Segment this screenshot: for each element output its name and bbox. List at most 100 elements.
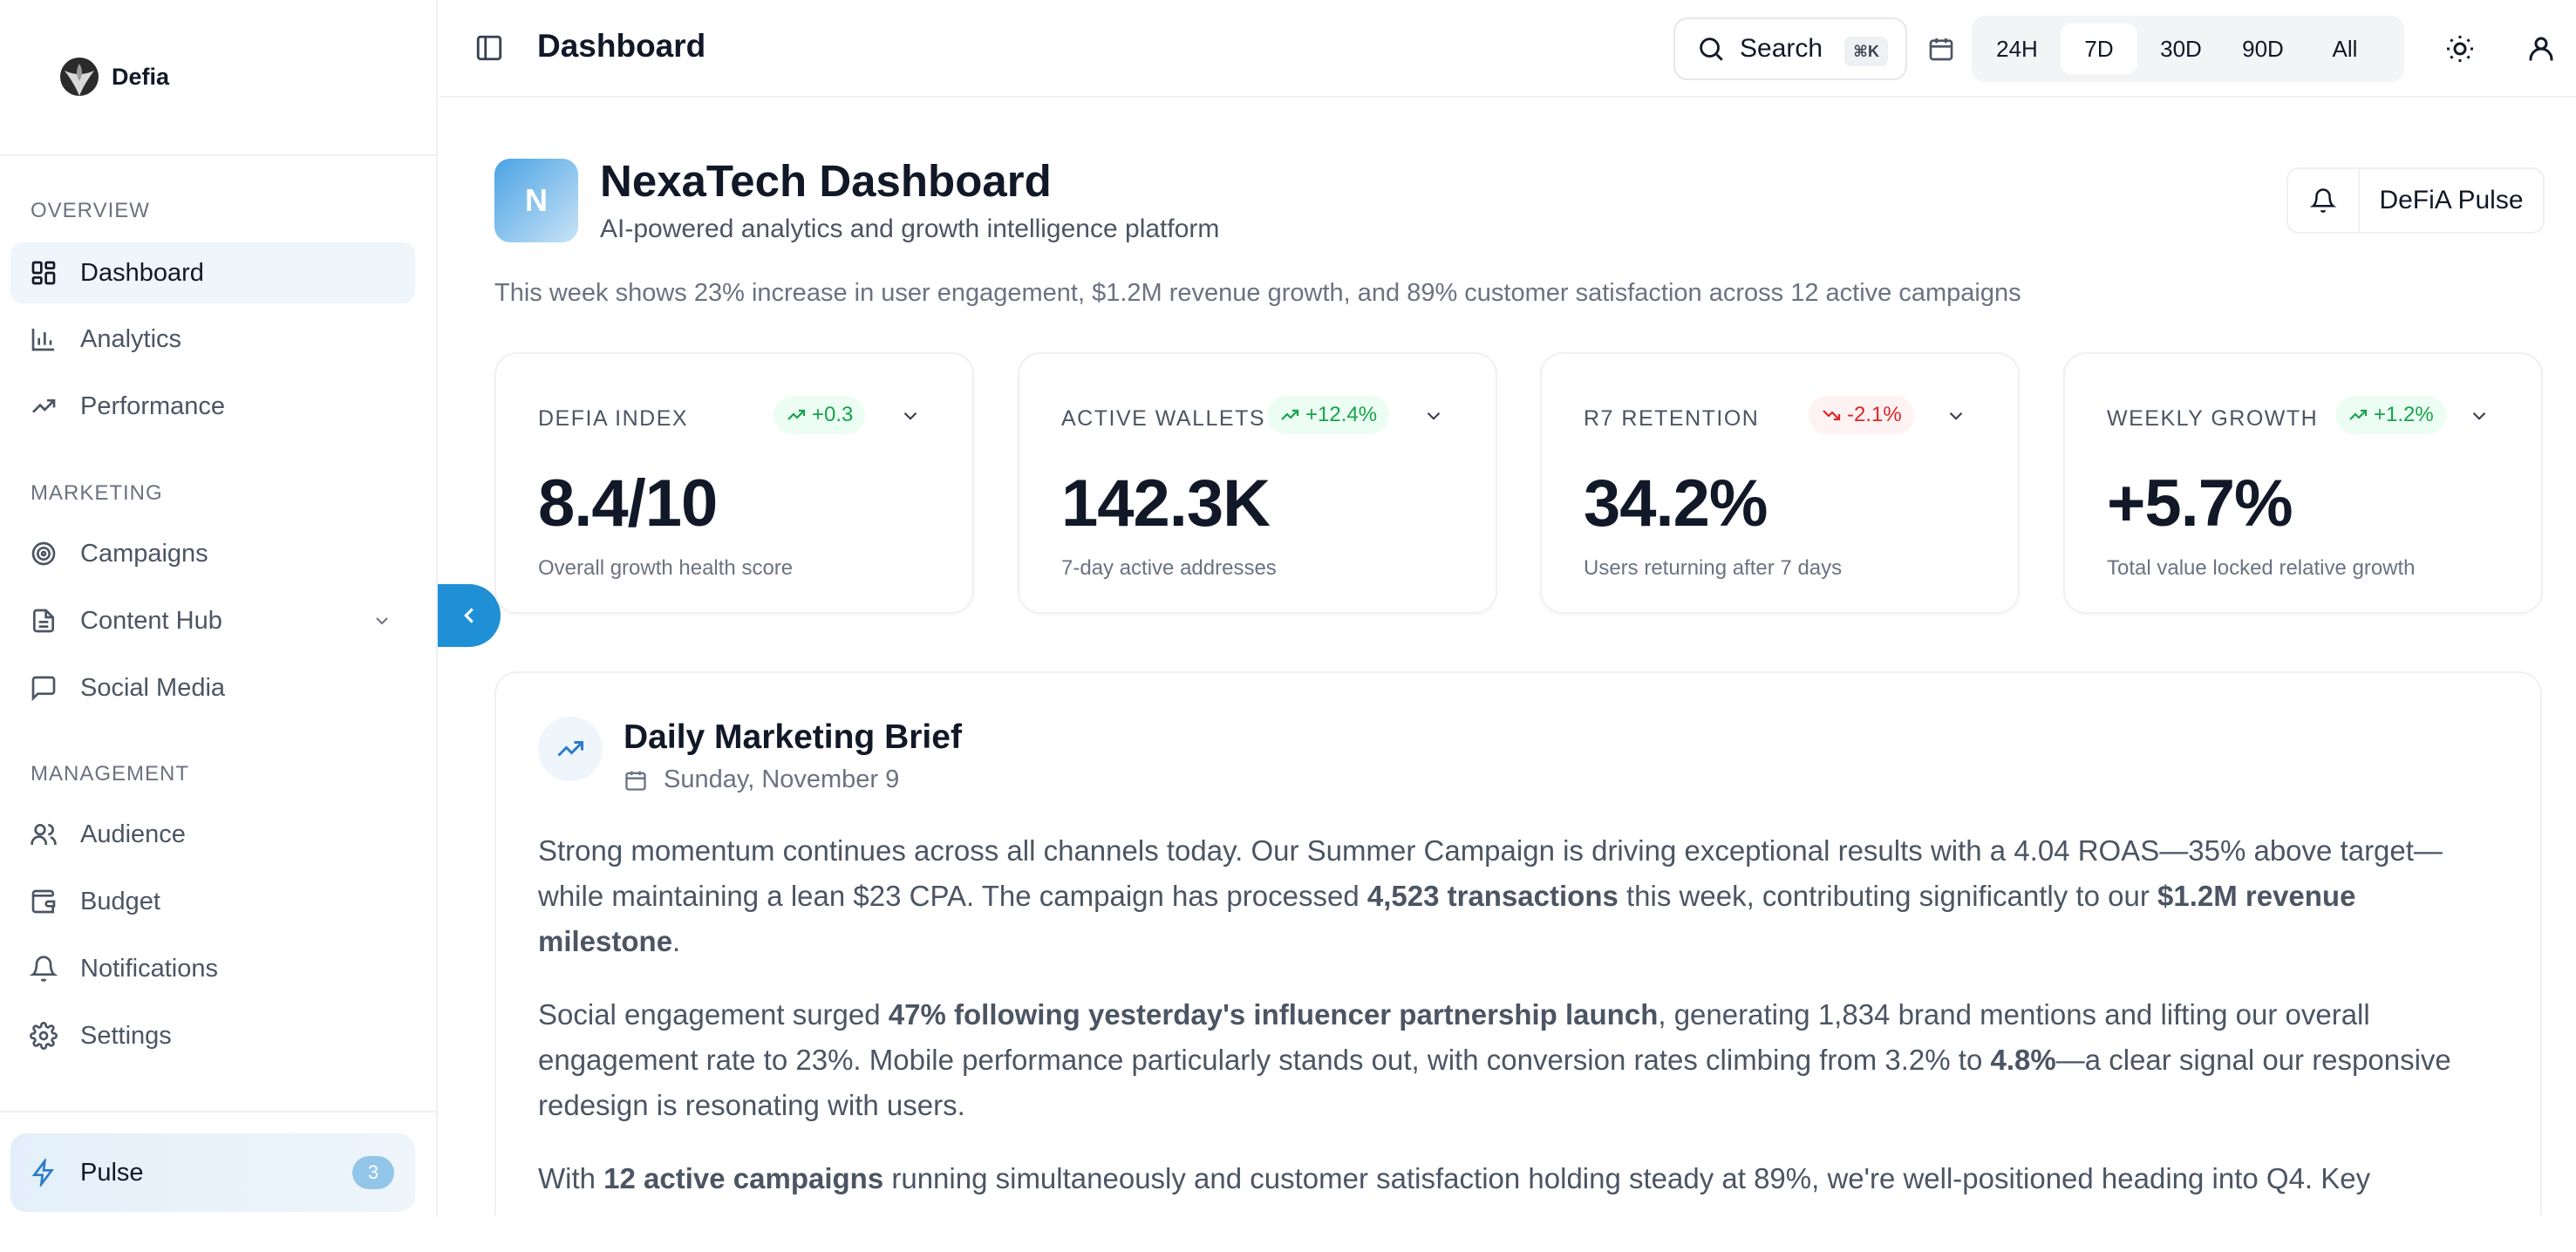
metric-card-weekly-growth[interactable]: WEEKLY GROWTH +1.2% +5.7% Total value lo…	[2063, 352, 2543, 614]
viewport-bottom-edge	[440, 1215, 2576, 1252]
range-30d-button[interactable]: 30D	[2160, 35, 2202, 62]
sidebar-item-label: Dashboard	[80, 258, 204, 287]
sidebar: Defia OVERVIEW Dashboard Analytics Perfo…	[0, 0, 438, 1217]
defia-pulse-button[interactable]: DeFiA Pulse	[2358, 167, 2545, 234]
brief-paragraph: Social engagement surged 47% following y…	[538, 992, 2500, 1128]
daily-marketing-brief: Daily Marketing Brief Sunday, November 9…	[494, 671, 2542, 1252]
sidebar-item-label: Settings	[80, 1021, 172, 1050]
metric-change-badge: +12.4%	[1267, 396, 1390, 434]
sidebar-item-label: Audience	[80, 820, 186, 848]
range-24h-button[interactable]: 24H	[1996, 35, 2038, 62]
sidebar-item-settings[interactable]: Settings	[10, 1005, 415, 1066]
sidebar-item-performance[interactable]: Performance	[10, 376, 415, 437]
metric-change-badge: +0.3	[773, 396, 866, 434]
sidebar-toggle-icon[interactable]	[474, 33, 504, 63]
sidebar-item-dashboard[interactable]: Dashboard	[10, 242, 415, 303]
brand[interactable]: Defia	[58, 54, 169, 99]
metric-value: +5.7%	[2107, 466, 2293, 541]
range-7d-button[interactable]: 7D	[2061, 24, 2137, 74]
sidebar-item-content-hub[interactable]: Content Hub	[10, 590, 415, 651]
sidebar-item-campaigns[interactable]: Campaigns	[10, 523, 415, 584]
metric-change-value: -2.1%	[1847, 403, 1902, 426]
metric-label: WEEKLY GROWTH	[2107, 406, 2319, 431]
search-button[interactable]: Search ⌘K	[1673, 17, 1907, 80]
sidebar-item-audience[interactable]: Audience	[10, 804, 415, 865]
trending-up-icon	[557, 741, 583, 757]
sidebar-item-analytics[interactable]: Analytics	[10, 309, 415, 370]
pulse-count-badge: 3	[352, 1156, 394, 1189]
brief-text: running simultaneously and customer sati…	[883, 1162, 2371, 1194]
brief-text: this week, contributing significantly to…	[1618, 880, 2157, 912]
metric-description: Users returning after 7 days	[1584, 556, 1843, 580]
calendar-icon[interactable]	[1927, 35, 1955, 63]
chevron-down-icon[interactable]	[371, 610, 392, 631]
topbar: Dashboard Search ⌘K 24H 7D 30D 90D All	[440, 0, 2576, 98]
search-icon	[1700, 37, 1723, 61]
trending-up-icon	[1281, 409, 1299, 420]
brief-highlight: 47% following yesterday's influencer par…	[888, 998, 1659, 1031]
gear-icon	[30, 1022, 58, 1050]
metric-label: DEFIA INDEX	[538, 406, 689, 431]
brief-paragraph: Strong momentum continues across all cha…	[538, 828, 2500, 964]
document-icon	[33, 609, 54, 633]
brief-text: , generating 1,834 brand mentions and li…	[538, 998, 2370, 1076]
search-shortcut: ⌘K	[1844, 37, 1888, 66]
metric-card-active-wallets[interactable]: ACTIVE WALLETS +12.4% 142.3K 7-day activ…	[1018, 352, 1497, 614]
time-range-selector: 24H 7D 30D 90D All	[1972, 16, 2404, 82]
calendar-icon	[625, 771, 646, 791]
chevron-down-icon[interactable]	[899, 405, 922, 427]
chevron-down-icon[interactable]	[1945, 405, 1967, 427]
dashboard-icon	[31, 261, 56, 285]
sidebar-item-notifications[interactable]: Notifications	[10, 938, 415, 999]
chevron-down-icon[interactable]	[2468, 405, 2491, 427]
sidebar-item-budget[interactable]: Budget	[10, 871, 415, 932]
section-label-management: MANAGEMENT	[31, 762, 190, 786]
sidebar-divider	[0, 1111, 436, 1113]
sidebar-item-label: Budget	[80, 887, 160, 915]
page-title: Dashboard	[537, 28, 706, 64]
metric-value: 142.3K	[1061, 466, 1271, 541]
message-icon	[31, 676, 56, 702]
sidebar-item-label: Notifications	[80, 954, 218, 983]
user-icon[interactable]	[2525, 33, 2557, 65]
metric-change-value: +1.2%	[2374, 403, 2434, 426]
trending-up-icon	[2349, 409, 2368, 420]
metric-change-value: +0.3	[812, 403, 854, 426]
users-icon	[31, 824, 57, 845]
notifications-button[interactable]	[2286, 167, 2360, 234]
brand-name: Defia	[112, 63, 170, 90]
brief-text: With	[538, 1162, 604, 1194]
metric-change-value: +12.4%	[1305, 403, 1378, 426]
chevron-left-icon	[464, 608, 474, 623]
section-label-marketing: MARKETING	[31, 481, 163, 505]
brief-icon-badge	[538, 717, 603, 781]
trending-down-icon	[1823, 410, 1841, 421]
lightning-icon	[31, 1159, 54, 1187]
brief-text: —a clear signal our responsive redesign …	[538, 1044, 2451, 1121]
metric-value: 8.4/10	[538, 466, 718, 541]
metric-label: ACTIVE WALLETS	[1061, 406, 1266, 431]
brief-paragraph: With 12 active campaigns running simulta…	[538, 1156, 2500, 1201]
chevron-down-icon[interactable]	[1422, 405, 1445, 427]
metric-card-r7-retention[interactable]: R7 RETENTION -2.1% 34.2% Users returning…	[1540, 352, 2020, 614]
metric-card-defia-index[interactable]: DEFIA INDEX +0.3 8.4/10 Overall growth h…	[494, 352, 974, 614]
sidebar-item-pulse[interactable]: Pulse 3	[10, 1133, 415, 1212]
brief-title: Daily Marketing Brief	[624, 718, 962, 756]
range-90d-button[interactable]: 90D	[2242, 35, 2284, 62]
bar-chart-icon	[31, 329, 54, 351]
dashboard-title: NexaTech Dashboard	[600, 156, 1052, 206]
sidebar-item-label: Campaigns	[80, 539, 208, 568]
sidebar-item-social-media[interactable]: Social Media	[10, 657, 415, 718]
metric-change-badge: -2.1%	[1809, 396, 1914, 434]
brief-text: .	[672, 925, 681, 957]
range-all-button[interactable]: All	[2332, 35, 2358, 62]
search-label: Search	[1740, 34, 1823, 63]
sidebar-divider	[0, 154, 436, 156]
trending-up-icon	[787, 409, 806, 420]
bell-icon	[2310, 188, 2336, 213]
metric-change-badge: +1.2%	[2335, 396, 2446, 434]
collapse-sidebar-button[interactable]	[438, 584, 501, 647]
sun-icon[interactable]	[2444, 33, 2476, 65]
brief-body: Strong momentum continues across all cha…	[538, 828, 2500, 1229]
brief-text: Social engagement surged	[538, 998, 889, 1031]
